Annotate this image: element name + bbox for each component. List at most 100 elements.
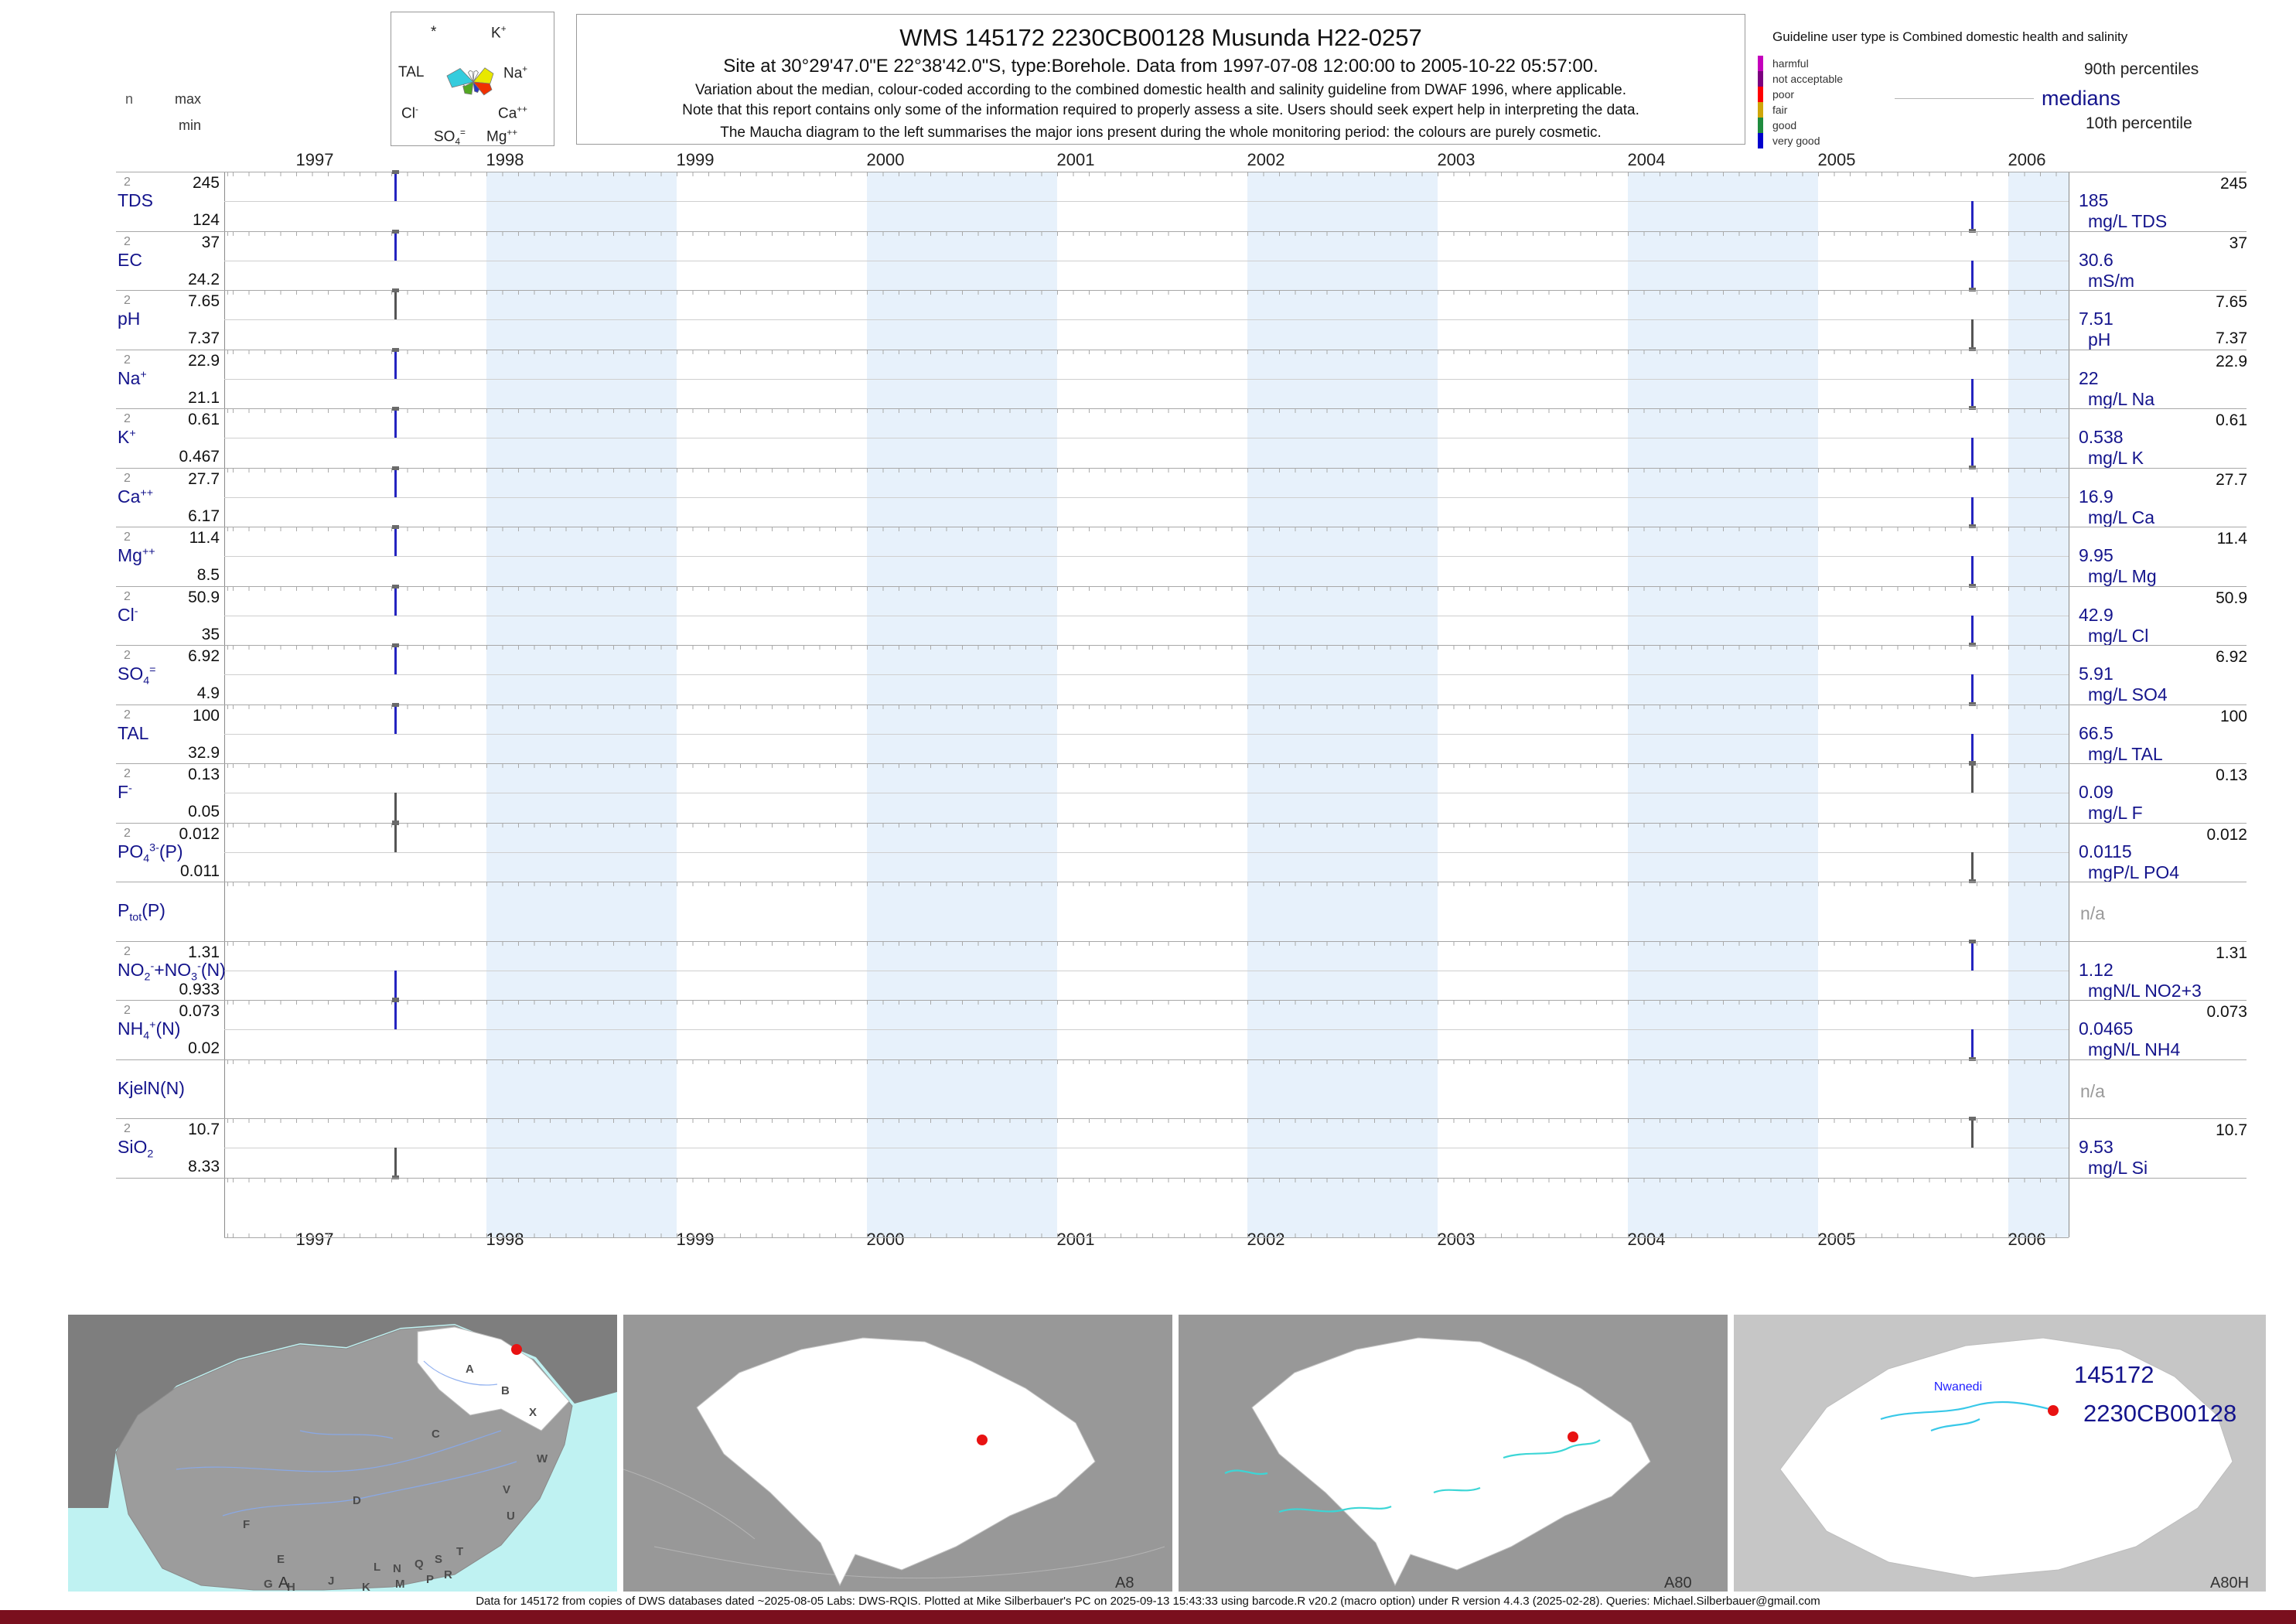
p90-value: 37 xyxy=(2229,234,2247,252)
param-label: Ptot(P) xyxy=(118,900,165,924)
value-na: n/a xyxy=(2080,1080,2105,1101)
strip-month-ticks xyxy=(224,1119,2069,1123)
site-location-dot xyxy=(511,1344,522,1355)
median-gridline xyxy=(224,201,2069,203)
year-label-bottom: 1998 xyxy=(486,1230,524,1249)
drainage-region-letter: K xyxy=(362,1581,370,1592)
param-label: KjelN(N) xyxy=(118,1077,185,1098)
region-a-map xyxy=(623,1337,1165,1587)
guideline-class-label: very good xyxy=(1772,135,1820,147)
year-label-bottom: 2004 xyxy=(1627,1230,1666,1249)
guideline-legend-title: Guideline user type is Combined domestic… xyxy=(1772,29,2128,44)
drainage-region-letter: H xyxy=(287,1581,295,1592)
drainage-region-letter: U xyxy=(507,1510,515,1523)
year-label-bottom: 1997 xyxy=(295,1230,334,1249)
median-line-sample xyxy=(1895,98,2034,99)
sample-marker xyxy=(391,1175,399,1179)
median-gridline xyxy=(224,556,2069,558)
param-label: Mg++ xyxy=(118,545,155,565)
guideline-class-label: not acceptable xyxy=(1772,73,1844,85)
strip-month-ticks xyxy=(224,705,2069,709)
param-label: K+ xyxy=(118,427,136,447)
param-label: SiO2 xyxy=(118,1137,154,1161)
col-header-n: n xyxy=(125,91,134,107)
drainage-region-letter: G xyxy=(264,1578,273,1591)
sample-marker xyxy=(391,702,399,707)
sample-count: 2 xyxy=(124,294,131,307)
sample-line xyxy=(1971,764,1974,793)
guideline-legend: Guideline user type is Combined domestic… xyxy=(1752,23,2293,155)
sample-count: 2 xyxy=(124,531,131,544)
year-label-bottom: 2001 xyxy=(1056,1230,1095,1249)
sample-line xyxy=(394,291,397,320)
strip-top-line xyxy=(116,1177,2247,1179)
p90-value: 0.073 xyxy=(2206,1003,2247,1021)
strip-month-ticks xyxy=(224,350,2069,354)
sample-line xyxy=(1971,674,1974,703)
min-value: 8.5 xyxy=(196,566,220,584)
unit-label: mg/L Na xyxy=(2088,388,2155,409)
unit-label: mgP/L PO4 xyxy=(2088,861,2180,882)
strip-top-line xyxy=(116,290,2247,291)
report-title: WMS 145172 2230CB00128 Musunda H22-0257 xyxy=(899,24,1422,51)
sample-count: 2 xyxy=(124,1004,131,1017)
strip-month-ticks xyxy=(224,646,2069,650)
min-value: 35 xyxy=(201,625,220,643)
strip-month-ticks xyxy=(224,527,2069,531)
site-id-label: 2230CB00128 xyxy=(2083,1400,2236,1427)
sample-marker xyxy=(1969,346,1977,351)
sample-count: 2 xyxy=(124,176,131,189)
max-value: 0.073 xyxy=(179,1002,220,1020)
strip-month-ticks xyxy=(224,409,2069,413)
drainage-region-letter: Q xyxy=(415,1557,424,1571)
p90-value: 0.13 xyxy=(2216,766,2247,784)
legend-median-label: medians xyxy=(2042,87,2121,110)
year-label-top: 2006 xyxy=(2008,150,2046,169)
min-value: 0.02 xyxy=(188,1039,220,1057)
median-value: 0.0465 xyxy=(2079,1018,2134,1039)
sample-line xyxy=(394,823,397,852)
sample-marker xyxy=(391,407,399,411)
drainage-region-letter: R xyxy=(444,1568,452,1581)
min-value: 4.9 xyxy=(196,684,220,702)
sample-line xyxy=(394,172,397,202)
strip-month-ticks xyxy=(224,468,2069,473)
strip-month-ticks xyxy=(224,1001,2069,1005)
map-panel-quaternary: Nwanedi 145172 2230CB00128 A80H xyxy=(1734,1315,2266,1592)
site-number-label: 145172 xyxy=(2074,1361,2154,1388)
year-label-bottom: 1999 xyxy=(676,1230,715,1249)
param-label: SO4= xyxy=(118,664,156,687)
guideline-class-swatch xyxy=(1758,71,1763,87)
drainage-region-letter: M xyxy=(395,1578,405,1591)
p90-value: 10.7 xyxy=(2216,1121,2247,1139)
guideline-class-swatch xyxy=(1758,102,1763,118)
guideline-class-swatch xyxy=(1758,133,1763,148)
sample-marker xyxy=(391,170,399,174)
strip-month-ticks xyxy=(224,231,2069,236)
year-label-bottom: 2006 xyxy=(2008,1230,2046,1249)
strip-month-ticks xyxy=(224,764,2069,768)
param-label: TAL xyxy=(118,722,149,743)
p90-value: 100 xyxy=(2219,707,2247,725)
param-label: Cl- xyxy=(118,604,138,625)
drainage-region-letter: S xyxy=(435,1553,443,1566)
param-label: PO43-(P) xyxy=(118,841,183,865)
year-label-bottom: 2002 xyxy=(1247,1230,1285,1249)
report-note-3: The Maucha diagram to the left summarise… xyxy=(720,125,1602,141)
max-value: 11.4 xyxy=(189,529,220,547)
sample-marker xyxy=(391,998,399,1002)
bottom-axis-ticks xyxy=(224,1233,2069,1237)
sample-marker xyxy=(1969,939,1977,943)
drainage-region-letter: F xyxy=(243,1518,251,1531)
sample-line xyxy=(1971,438,1974,466)
strip-top-line xyxy=(116,763,2247,764)
drainage-region-letter: B xyxy=(501,1384,510,1397)
median-value: 22 xyxy=(2079,367,2099,388)
year-label-bottom: 2003 xyxy=(1437,1230,1476,1249)
sample-count: 2 xyxy=(124,649,131,662)
sample-count: 2 xyxy=(124,944,131,958)
year-label-top: 2004 xyxy=(1627,150,1666,169)
param-label: TDS xyxy=(118,190,153,210)
unit-label: pH xyxy=(2088,329,2111,350)
median-value: 0.538 xyxy=(2079,427,2124,447)
